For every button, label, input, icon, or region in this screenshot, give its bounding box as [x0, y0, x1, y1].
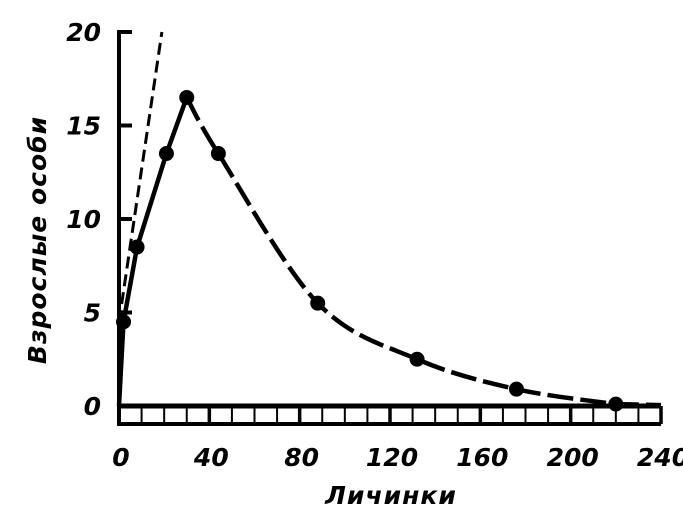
y-tick-label: 0	[84, 392, 101, 421]
y-tick-label: 10	[66, 205, 101, 234]
data-point	[409, 351, 425, 367]
x-tick-label: 200	[547, 443, 599, 472]
ticks	[117, 30, 663, 424]
x-tick-label: 160	[456, 443, 508, 472]
x-tick-label: 80	[284, 443, 319, 472]
x-axis-title: Личинки	[324, 481, 457, 510]
series-line-rise	[116, 96, 189, 407]
data-point	[158, 146, 174, 162]
series-layer	[116, 31, 662, 408]
dashed-series-line	[117, 31, 164, 323]
data-point	[508, 381, 524, 397]
y-tick-labels: 0 5 10 15 20	[66, 18, 101, 421]
x-tick-label: 0	[112, 443, 129, 472]
y-tick-label: 15	[66, 112, 101, 141]
axes	[117, 30, 661, 426]
x-tick-labels: 0 40 80 120 160 200 240	[112, 443, 683, 472]
data-point	[129, 239, 145, 255]
data-point	[310, 295, 326, 311]
data-point	[210, 146, 226, 162]
y-tick-label: 20	[66, 18, 101, 47]
data-point	[116, 314, 132, 330]
data-point	[608, 396, 624, 412]
x-tick-label: 240	[637, 443, 683, 472]
x-tick-label: 40	[193, 443, 229, 472]
markers	[116, 89, 624, 412]
x-tick-label: 120	[366, 443, 418, 472]
series-line-decay	[184, 96, 662, 408]
y-tick-label: 5	[84, 299, 101, 328]
y-axis-title: Взрослые особи	[23, 116, 52, 364]
data-point	[179, 89, 195, 105]
